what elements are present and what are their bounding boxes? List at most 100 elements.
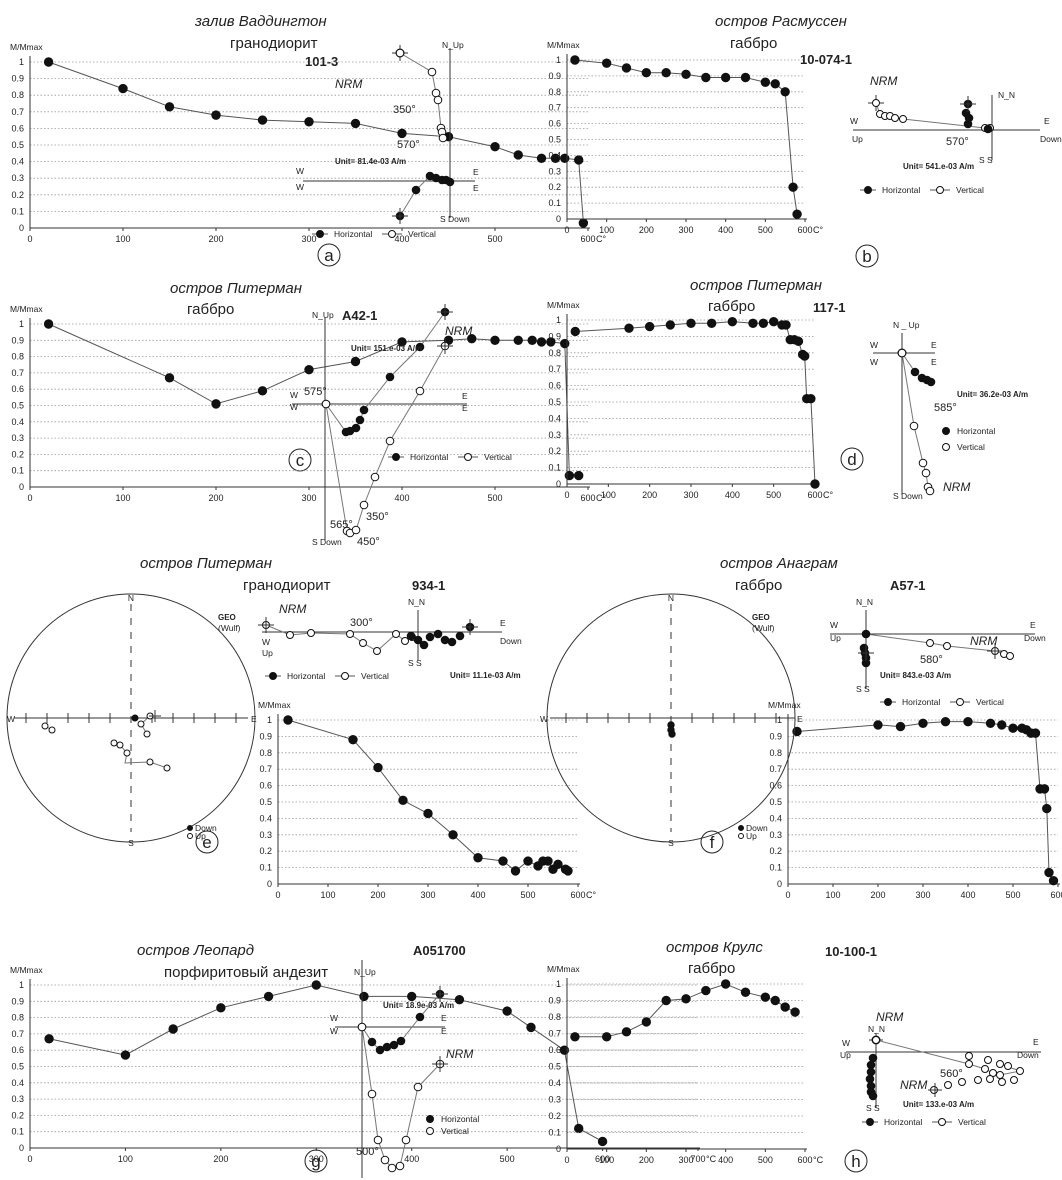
step-label: 560°: [940, 1068, 963, 1080]
y-tick-label: 0.9: [11, 996, 24, 1006]
y-tick-label: 0.1: [11, 466, 24, 476]
legend-marker-vertical: [388, 230, 396, 238]
y-tick-label: 0.2: [548, 182, 561, 192]
vertical-point: [872, 1036, 880, 1044]
data-point: [790, 1007, 800, 1017]
axis-label-w: W: [870, 357, 878, 367]
panel-title-g: остров Леопард: [137, 942, 254, 959]
series-line: [574, 983, 796, 1038]
data-point: [311, 980, 321, 990]
y-tick-label: 0.7: [259, 764, 272, 774]
vertical-point: [958, 1078, 966, 1086]
y-tick-label: 0.7: [11, 107, 24, 117]
stereonet-legend-down: [187, 825, 193, 831]
horizontal-point: [865, 1074, 875, 1084]
data-point: [44, 1034, 54, 1044]
step-label: 450°: [357, 536, 380, 548]
zijderveld-legend: Horizontal Vertical: [265, 671, 389, 681]
data-point: [770, 995, 780, 1006]
x-tick-label: 300: [309, 1154, 324, 1164]
y-tick-label: 0: [556, 1144, 561, 1154]
zijderveld-legend: Horizontal Vertical: [942, 426, 995, 452]
stereonet-point: [143, 730, 151, 738]
unit-label: Unit= 36.2e-03 A/m: [957, 390, 1028, 399]
legend-marker-vertical: [942, 443, 950, 451]
x-tick-label: 200: [642, 490, 657, 500]
y-tick-label: 0.3: [548, 430, 561, 440]
x-tick-label: 0: [785, 890, 790, 900]
axis-label-s: S Down: [440, 214, 470, 224]
vertical-point: [996, 1071, 1004, 1079]
x-tick-label: 0: [27, 493, 32, 503]
data-point: [873, 720, 883, 730]
y-axis-title: M/Mmax: [547, 300, 580, 310]
axis-label-s: S Down: [312, 537, 342, 547]
horizontal-point: [382, 1042, 392, 1052]
data-point: [574, 470, 584, 481]
data-point: [570, 1032, 580, 1042]
data-point: [490, 335, 500, 345]
stereonet-e: E: [797, 714, 803, 724]
specimen-id-a: 101-3: [305, 54, 338, 69]
y-tick-label: 0.8: [548, 87, 561, 97]
y-tick-label: 0.6: [548, 119, 561, 129]
data-point: [621, 1027, 632, 1037]
vertical-point: [387, 1163, 397, 1173]
data-point: [563, 866, 573, 876]
vertical-point: [984, 1056, 992, 1064]
vertical-point: [385, 436, 395, 446]
y-axis-title: M/Mmax: [10, 42, 43, 52]
y-axis-title: M/Mmax: [10, 304, 43, 314]
y-tick-label: 0.6: [11, 384, 24, 394]
panel-letter-circle: [700, 830, 724, 854]
axis-label-e: E: [462, 403, 468, 413]
axis-label-w: Up: [262, 648, 273, 658]
data-point: [1030, 728, 1041, 738]
y-tick-label: 0.7: [11, 368, 24, 378]
y-tick-label: 0.4: [11, 417, 24, 427]
x-tick-label: 0: [564, 225, 569, 235]
data-point: [550, 153, 561, 163]
panel-letter-h: h: [851, 1152, 860, 1171]
horizontal-point: [926, 377, 936, 387]
axis-label-w: Up: [830, 633, 841, 643]
zijderveld-legend: Horizontal Vertical: [880, 697, 1004, 707]
stereonet-point: [110, 739, 118, 747]
y-tick-label: 0.8: [548, 1012, 561, 1022]
stereonet-geo: GEO: [752, 613, 770, 622]
data-point: [768, 316, 779, 327]
data-point: [578, 218, 589, 228]
data-point: [661, 68, 671, 78]
y-tick-label: 0.3: [11, 1094, 24, 1104]
data-point: [720, 72, 731, 83]
legend-label-horizontal: Horizontal: [957, 426, 995, 436]
data-point: [397, 128, 407, 139]
data-point: [373, 762, 383, 773]
stereonet-legend-up: [187, 833, 193, 839]
vertical-point: [1004, 1062, 1012, 1070]
x-tick-label: 400: [718, 225, 733, 235]
specimen-id-b: 10-074-1: [800, 52, 852, 67]
x-tick-label: 200: [370, 890, 385, 900]
data-point: [997, 720, 1007, 730]
panel-letter-b: b: [862, 247, 871, 266]
zijderveld-legend: Horizontal Vertical: [312, 229, 436, 239]
axis-label-n: N_N: [856, 597, 873, 607]
y-tick-label: 0.9: [11, 74, 24, 84]
data-point: [454, 994, 465, 1005]
data-point: [546, 337, 556, 347]
y-tick-label: 1: [267, 715, 272, 725]
data-point: [727, 316, 738, 327]
zijderveld-legend: Horizontal Vertical: [426, 1114, 479, 1136]
axis-label-e: E: [462, 391, 468, 401]
panel-letter-circle: [317, 243, 341, 267]
axis-label-n: N_N: [868, 1024, 885, 1034]
x-tick-label: 100: [599, 1155, 614, 1165]
data-point: [283, 715, 293, 725]
y-tick-label: 0.2: [259, 846, 272, 856]
panel-letter-e: e: [202, 833, 211, 852]
legend-label-horizontal: Horizontal: [884, 1117, 922, 1127]
rock-type-e: гранодиорит: [243, 577, 331, 594]
specimen-id-g: A051700: [413, 943, 466, 958]
x-tick-label: 400: [394, 234, 409, 244]
